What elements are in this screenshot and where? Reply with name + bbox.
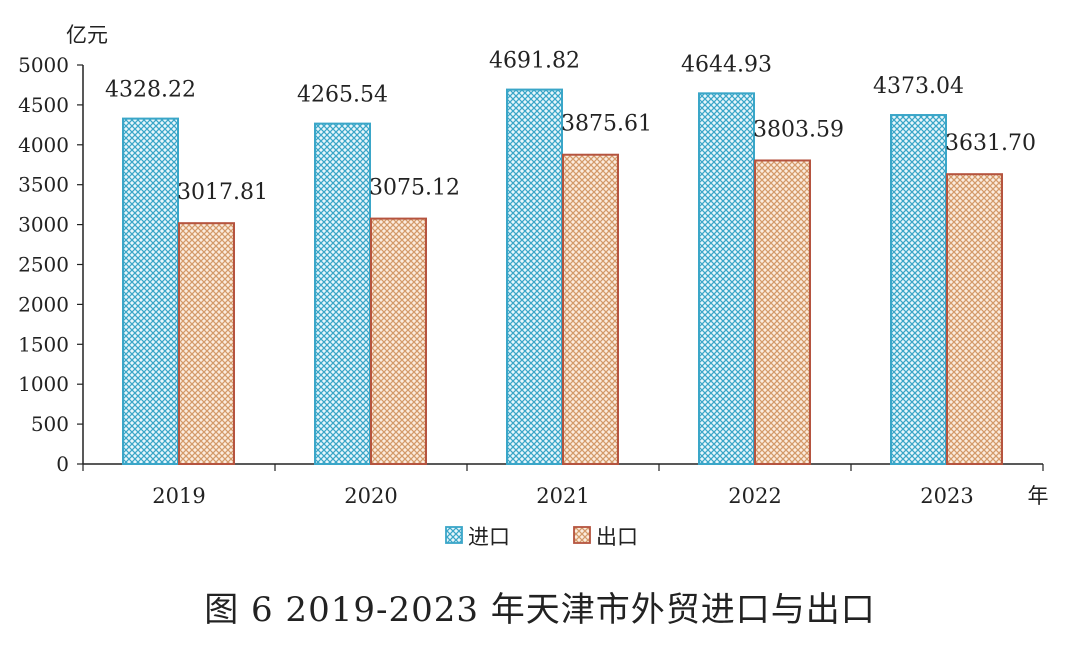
- x-axis-unit-label: 年: [1028, 484, 1049, 508]
- data-label: 4265.54: [297, 83, 388, 108]
- bar-export: [946, 173, 1003, 465]
- y-tick-label: 1000: [18, 372, 69, 396]
- y-tick-label: 2500: [18, 253, 69, 277]
- figure-caption: 图 6 2019-2023 年天津市外贸进口与出口: [204, 590, 876, 630]
- bar-export: [562, 153, 619, 465]
- bar-import: [506, 88, 563, 465]
- data-label: 4328.22: [105, 78, 196, 103]
- y-tick-label: 1500: [18, 332, 69, 356]
- x-tick-label: 2022: [728, 484, 781, 508]
- data-label: 3631.70: [945, 131, 1036, 156]
- data-label: 3017.81: [177, 180, 268, 205]
- x-tick-label: 2021: [536, 484, 589, 508]
- bar-import: [698, 92, 755, 465]
- y-tick-label: 500: [31, 412, 69, 436]
- legend-label: 出口: [596, 525, 638, 549]
- data-label: 3875.61: [561, 112, 652, 137]
- y-tick-label: 0: [56, 452, 69, 476]
- y-tick-label: 5000: [18, 53, 69, 77]
- bar-import: [122, 117, 179, 466]
- bar-import: [890, 114, 947, 466]
- y-tick-label: 2000: [18, 292, 69, 316]
- y-tick-label: 3000: [18, 213, 69, 237]
- y-axis-unit-label: 亿元: [66, 23, 108, 47]
- data-label: 3075.12: [369, 176, 460, 201]
- x-tick-label: 2023: [920, 484, 973, 508]
- x-tick-label: 2020: [344, 484, 397, 508]
- bar-import: [314, 122, 371, 466]
- legend-swatch-export: [573, 526, 591, 544]
- bar-export: [754, 159, 811, 465]
- bar-export: [370, 217, 427, 465]
- y-tick-label: 4500: [18, 93, 69, 117]
- bar-chart: 0 500 1000 1500 2000 2500 3000 3500 4000 4500 5000…: [18, 23, 1049, 549]
- y-tick-label: 3500: [18, 173, 69, 197]
- y-tick-label: 4000: [18, 133, 69, 157]
- data-label: 3803.59: [753, 117, 844, 142]
- legend-label: 进口: [468, 525, 510, 549]
- x-tick-label: 2019: [152, 484, 205, 508]
- legend-swatch-import: [445, 526, 463, 544]
- bar-export: [178, 222, 235, 465]
- data-label: 4373.04: [873, 74, 964, 99]
- data-label: 4644.93: [681, 52, 772, 77]
- data-label: 4691.82: [489, 49, 580, 74]
